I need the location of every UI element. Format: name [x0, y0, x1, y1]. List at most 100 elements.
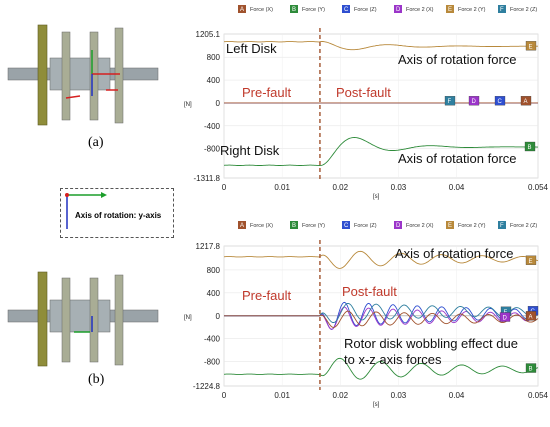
legend-label-f: Force 2 (Z): [510, 7, 537, 13]
caption-b: (b): [88, 372, 105, 387]
legend-swatch-d: [394, 5, 402, 13]
series-end-marker-d: [468, 96, 480, 106]
y-tick-label: 400: [207, 289, 221, 298]
legend-tag-d: D: [396, 7, 401, 13]
axis-triad-icon: [65, 192, 107, 229]
series-line-e: [223, 250, 539, 269]
x-tick-label: 0.054: [528, 183, 549, 192]
legend-label-f: Force 2 (Z): [510, 223, 537, 229]
right-disk-label: Right Disk: [220, 143, 280, 158]
y-tick-label: 0: [216, 99, 221, 108]
x-tick-label: 0.03: [391, 391, 407, 400]
series-end-tag: B: [529, 367, 533, 373]
legend-label-d: Force 2 (X): [406, 7, 434, 13]
legend-label-b: Force (Y): [302, 7, 325, 13]
series-end-tag: B: [528, 145, 532, 151]
series-end-tag: D: [503, 316, 508, 322]
y-tick-label: -1311.8: [193, 174, 220, 183]
legend-tag-c: C: [344, 7, 349, 13]
legend-label-b: Force (Y): [302, 223, 325, 229]
legend-tag-a: A: [240, 7, 244, 13]
legend-tag-b: B: [292, 7, 296, 13]
series-end-tag: A: [524, 99, 528, 105]
y-axis-label: [N]: [184, 315, 192, 321]
series-end-marker-f: [444, 96, 456, 106]
rotor-model-b: [7, 271, 159, 367]
legend-swatch-f: [498, 221, 506, 229]
series-line-b: [223, 137, 538, 166]
series-end-tag: F: [448, 99, 452, 105]
legend-swatch-a: [238, 5, 246, 13]
series-line-f: [224, 302, 539, 323]
x-tick-label: 0: [222, 391, 227, 400]
x-tick-label: 0.03: [391, 183, 407, 192]
axis-legend-box: Axis of rotation: y-axis: [60, 188, 174, 238]
series-end-marker-d: [499, 312, 511, 322]
legend-label-e: Force 2 (Y): [458, 223, 486, 229]
legend-tag-c: C: [344, 223, 349, 229]
legend-swatch-b: [290, 221, 298, 229]
legend-swatch-e: [446, 5, 454, 13]
legend-tag-f: F: [500, 7, 504, 13]
series-end-marker-b: [525, 363, 537, 373]
legend-label-a: Force (X): [250, 7, 273, 13]
x-tick-label: 0.054: [528, 391, 549, 400]
legend-swatch-d: [394, 221, 402, 229]
y-tick-label: 400: [207, 76, 221, 85]
axis-force-label: Axis of rotation force: [395, 246, 514, 261]
series-end-tag: E: [529, 259, 533, 265]
rotor-model-a: [7, 24, 159, 126]
x-tick-label: 0.02: [333, 391, 349, 400]
legend-swatch-e: [446, 221, 454, 229]
caption-a: (a): [88, 135, 104, 150]
y-axis-label: [N]: [184, 102, 192, 108]
y-tick-label: -800: [204, 145, 221, 154]
left-disk-label: Left Disk: [226, 41, 277, 56]
legend-label-a: Force (X): [250, 223, 273, 229]
series-line-d: [224, 306, 539, 330]
legend-swatch-c: [342, 221, 350, 229]
series-end-marker-a: [520, 96, 532, 106]
x-tick-label: 0.01: [274, 391, 290, 400]
legend: A Force (X) B Force (Y) C Force (Z) D Force 2 (…: [238, 5, 537, 13]
wobble-annotation: Rotor disk wobbling effect due to x-z axi…: [344, 336, 518, 367]
axis-legend-label: Axis of rotation: y-axis: [75, 211, 162, 220]
series-end-marker-e: [525, 255, 537, 265]
pre-fault-label: Pre-fault: [242, 288, 292, 303]
legend-swatch-f: [498, 5, 506, 13]
post-fault-label: Post-fault: [336, 85, 391, 100]
series-end-tag: D: [472, 99, 477, 105]
y-tick-label: 1205.1: [196, 30, 221, 39]
series-end-tag: E: [529, 44, 533, 50]
y-tick-label: -400: [204, 335, 221, 344]
y-tick-label: -400: [204, 122, 221, 131]
series-line-e: [224, 41, 538, 51]
pre-fault-label: Pre-fault: [242, 85, 292, 100]
legend-tag-a: A: [240, 223, 244, 229]
legend-tag-d: D: [396, 223, 401, 229]
y-tick-label: 1217.8: [196, 242, 221, 251]
legend-tag-e: E: [448, 223, 452, 229]
series-line-b: [223, 357, 539, 380]
legend-swatch-b: [290, 5, 298, 13]
legend-label-d: Force 2 (X): [406, 223, 434, 229]
legend-tag-b: B: [292, 223, 296, 229]
x-tick-label: 0.01: [274, 183, 290, 192]
series-end-marker-b: [524, 141, 536, 152]
x-tick-label: 0.04: [449, 183, 465, 192]
legend-label-c: Force (Z): [354, 223, 377, 229]
y-tick-label: -1224.8: [193, 382, 221, 391]
axis-force-label-bottom: Axis of rotation force: [398, 151, 517, 166]
legend-tag-f: F: [500, 223, 504, 229]
y-tick-label: 800: [207, 53, 221, 62]
series-line-a: [224, 310, 539, 328]
series-end-marker-a: [525, 311, 537, 321]
legend-label-c: Force (Z): [354, 7, 377, 13]
x-axis-label: [s]: [373, 402, 380, 408]
x-tick-label: 0: [222, 183, 227, 192]
legend-tag-e: E: [448, 7, 452, 13]
legend-label-e: Force 2 (Y): [458, 7, 486, 13]
legend-swatch-c: [342, 5, 350, 13]
force-chart-a: A Force (X) B Force (Y) C Force (Z) D Force 2 (…: [184, 5, 549, 200]
axis-force-label-top: Axis of rotation force: [398, 52, 517, 67]
